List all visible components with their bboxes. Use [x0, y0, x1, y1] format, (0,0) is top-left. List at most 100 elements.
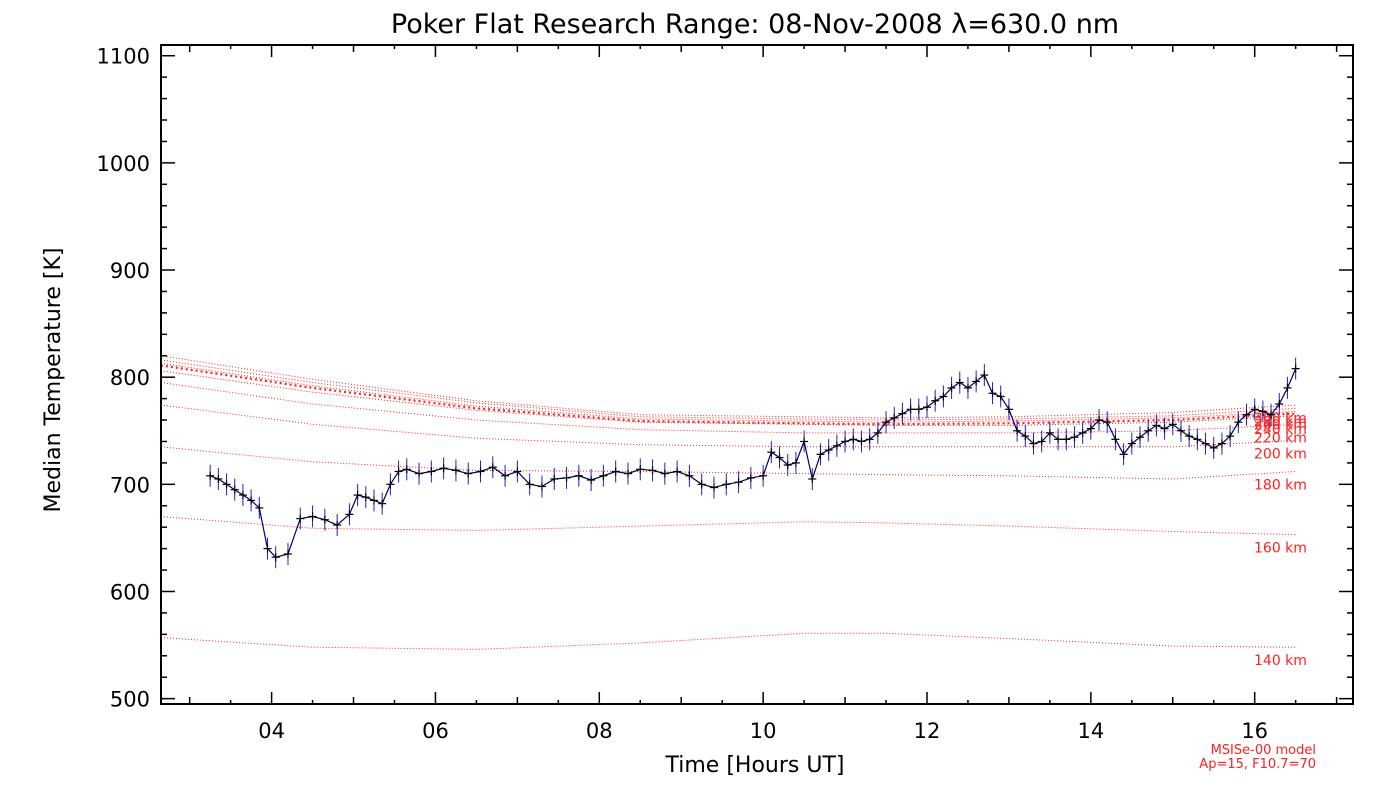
data-point [673, 460, 682, 483]
data-point [660, 462, 669, 485]
data-point [1144, 419, 1153, 442]
data-point [1242, 403, 1251, 426]
data-point [427, 460, 436, 483]
model-name-note: MSISe-00 model [1211, 743, 1316, 758]
x-tick-label: 10 [750, 719, 777, 743]
data-point [247, 489, 256, 512]
data-point [1291, 357, 1300, 380]
data-point [1004, 398, 1013, 421]
data-point [599, 464, 608, 487]
altitude-label: 260 km [1254, 418, 1307, 434]
y-tick-label: 1000 [97, 152, 150, 176]
data-point [791, 451, 800, 474]
data-point [402, 458, 411, 481]
measured-series [209, 368, 1297, 558]
model-line-300-km [160, 355, 1296, 419]
data-point [333, 514, 342, 537]
altitude-label: 220 km [1254, 430, 1307, 446]
data-point [1135, 426, 1144, 449]
model-line-180-km [160, 446, 1296, 480]
x-axis: 04 06 08 10 12 14 16 [188, 45, 1338, 743]
data-point [939, 385, 948, 408]
data-point [386, 473, 395, 496]
data-point [996, 385, 1005, 408]
data-point [394, 460, 403, 483]
data-point [1078, 421, 1087, 444]
model-params-note: Ap=15, F10.7=70 [1199, 757, 1316, 772]
data-point [1217, 432, 1226, 455]
x-tick-label: 08 [586, 719, 613, 743]
data-point [238, 484, 247, 507]
data-point [537, 475, 546, 498]
data-point [345, 503, 354, 526]
data-point [1275, 392, 1284, 415]
y-tick-label: 700 [110, 473, 150, 497]
y-tick-label: 1100 [97, 45, 150, 69]
data-point [767, 441, 776, 464]
data-point [1168, 413, 1177, 436]
data-point [783, 454, 792, 477]
data-point [415, 462, 424, 485]
measured-line [209, 368, 1297, 558]
data-point [746, 466, 755, 489]
data-point [1045, 421, 1054, 444]
data-point [882, 411, 891, 434]
x-tick-label: 14 [1077, 719, 1104, 743]
y-tick-label: 600 [110, 580, 150, 604]
data-point [1095, 409, 1104, 432]
data-point [611, 460, 620, 483]
data-point [832, 434, 841, 457]
plot-frame [160, 44, 1354, 705]
data-point [308, 505, 317, 528]
y-tick-label: 500 [110, 688, 150, 712]
data-point [1111, 428, 1120, 451]
x-tick-label: 04 [258, 719, 285, 743]
data-point [955, 371, 964, 394]
data-point [587, 469, 596, 492]
data-point [255, 496, 264, 519]
data-point [378, 492, 387, 515]
data-point [283, 542, 292, 565]
data-point [1021, 425, 1030, 448]
data-point [685, 464, 694, 487]
altitude-label: 180 km [1254, 478, 1307, 494]
data-point [1193, 428, 1202, 451]
data-point [1070, 426, 1079, 449]
y-axis-title: Median Temperature [K] [41, 248, 66, 513]
data-point [525, 473, 534, 496]
data-point [1152, 414, 1161, 437]
data-point [709, 476, 718, 499]
data-point [1258, 400, 1267, 423]
data-point [808, 467, 817, 490]
y-tick-label: 900 [110, 259, 150, 283]
data-point [922, 396, 931, 419]
data-point [476, 460, 485, 483]
data-point [320, 508, 329, 531]
chart-title: Poker Flat Research Range: 08-Nov-2008 λ… [391, 9, 1119, 40]
altitude-label: 240 km [1254, 422, 1307, 438]
x-tick-label: 12 [914, 719, 941, 743]
data-point [206, 464, 215, 487]
data-point [451, 459, 460, 482]
x-tick-label: 06 [422, 719, 449, 743]
data-point [501, 464, 510, 487]
model-line-140-km [160, 632, 1296, 650]
data-point [361, 486, 370, 509]
model-line-200-km [160, 404, 1296, 448]
data-point [1267, 403, 1276, 426]
altitude-label: 280 km [1254, 414, 1307, 430]
data-point [841, 430, 850, 453]
data-point [816, 443, 825, 466]
data-point [1029, 432, 1038, 455]
data-point [353, 484, 362, 507]
data-point [759, 464, 768, 487]
data-point [898, 402, 907, 425]
data-point [1127, 432, 1136, 455]
model-line-260-km [160, 362, 1296, 423]
data-point [370, 489, 379, 512]
data-point [1185, 425, 1194, 448]
data-point [263, 537, 272, 560]
x-axis-title: Time [Hours UT] [665, 753, 845, 778]
data-point [890, 406, 899, 429]
